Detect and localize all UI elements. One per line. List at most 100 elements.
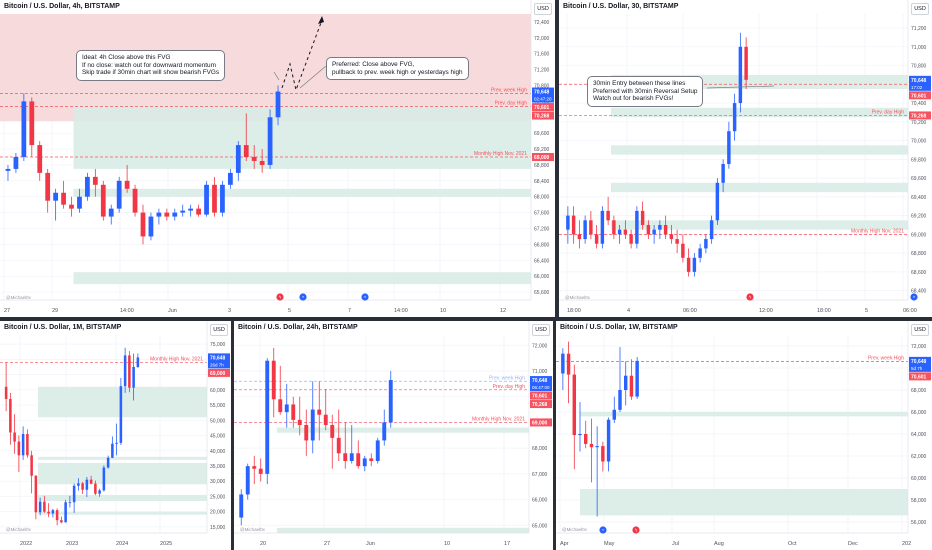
currency-button[interactable]: USD xyxy=(532,324,550,336)
price-tag xyxy=(909,91,931,100)
candle-body xyxy=(382,422,387,441)
price-tick-label: 72,000 xyxy=(532,343,548,349)
candle-body xyxy=(72,485,76,503)
price-tag-countdown: 26d 7h xyxy=(210,362,224,367)
time-tick-label: 20 xyxy=(260,541,266,547)
currency-button[interactable]: USD xyxy=(210,324,228,336)
time-tick-label: 14:00 xyxy=(394,308,408,314)
candle-body xyxy=(148,216,154,237)
candle-body xyxy=(45,172,51,201)
time-tick-label: Jun xyxy=(366,541,375,547)
event-marker-glyph: • xyxy=(913,295,915,300)
level-label: Monthly High Nov. 2021 xyxy=(472,416,525,422)
candle-body xyxy=(13,157,19,169)
candle-body xyxy=(243,145,249,157)
time-tick-label: 18:00 xyxy=(567,308,581,314)
chart-svg-1m[interactable]: Monthly High Nov. 2021 15,000 20,000 25,000… xyxy=(0,321,231,550)
candle-body xyxy=(362,458,367,467)
event-marker-icon[interactable] xyxy=(910,293,918,301)
price-axis[interactable] xyxy=(908,0,932,317)
price-tick-label: 69,600 xyxy=(534,131,550,137)
time-axis[interactable] xyxy=(0,533,231,550)
price-tick-label: 60,000 xyxy=(911,476,927,482)
chart-svg-30m[interactable]: Prev. day High Monthly High Nov. 2021 68,4… xyxy=(559,0,932,317)
candle-body xyxy=(600,210,605,244)
candle-body xyxy=(646,224,651,235)
fvg-zone xyxy=(580,489,908,516)
event-marker-icon[interactable] xyxy=(599,526,607,534)
price-tag xyxy=(909,356,931,372)
chart-svg-4h[interactable]: Prev. week High Prev. day High Monthly Hig… xyxy=(0,0,555,317)
candle-body xyxy=(132,188,138,213)
candle-body xyxy=(601,446,605,462)
chart-panel-24h[interactable]: Prev. week High Prev. day High Monthly Hig… xyxy=(234,321,553,550)
currency-button[interactable]: USD xyxy=(911,324,929,336)
price-tick-label: 71,600 xyxy=(534,52,550,58)
time-axis[interactable] xyxy=(556,533,932,550)
candle-body xyxy=(343,453,348,461)
price-axis[interactable] xyxy=(529,321,553,550)
chart-svg-1w[interactable]: Prev. week High 56,000 58,000 60,000 62,000 6… xyxy=(556,321,932,550)
time-tick-label: May xyxy=(604,541,615,547)
price-tick-label: 58,000 xyxy=(911,498,927,504)
chart-panel-1w[interactable]: Prev. week High 56,000 58,000 60,000 62,000 6… xyxy=(556,321,932,550)
candle-body xyxy=(26,434,29,456)
level-label: Monthly High Nov. 2021 xyxy=(474,151,527,157)
currency-button[interactable]: USD xyxy=(911,3,929,15)
candle-body xyxy=(124,180,130,189)
price-tick-label: 70,800 xyxy=(534,84,550,90)
candle-body xyxy=(369,458,374,461)
event-marker-glyph: ϟ xyxy=(279,295,282,300)
event-marker-icon[interactable] xyxy=(746,293,754,301)
price-tick-label: 68,800 xyxy=(911,251,927,257)
candle-body xyxy=(566,215,570,230)
fvg-zone xyxy=(611,107,908,118)
candle-body xyxy=(681,243,685,258)
event-marker-icon[interactable] xyxy=(299,293,307,301)
candle-body xyxy=(17,441,21,456)
price-tick-label: 68,000 xyxy=(532,446,548,452)
fvg-zone xyxy=(611,220,908,230)
candle-body xyxy=(245,466,250,495)
time-tick-label: 2025 xyxy=(160,541,172,547)
candle-body xyxy=(164,212,170,217)
price-tick-label: 15,000 xyxy=(210,525,226,531)
candle-body xyxy=(589,220,593,235)
chart-panel-4h[interactable]: Prev. week High Prev. day High Monthly Hig… xyxy=(0,0,555,317)
candle-body xyxy=(30,455,33,476)
time-axis[interactable] xyxy=(234,533,553,550)
candle-body xyxy=(85,479,89,490)
time-axis[interactable] xyxy=(0,300,555,317)
chart-panel-1m[interactable]: Monthly High Nov. 2021 15,000 20,000 25,000… xyxy=(0,321,231,550)
candle-body xyxy=(606,210,610,221)
event-marker-icon[interactable] xyxy=(361,293,369,301)
candle-body xyxy=(572,374,576,436)
time-axis[interactable] xyxy=(559,300,932,317)
event-marker-icon[interactable] xyxy=(632,526,640,534)
candle-body xyxy=(94,483,97,494)
price-tick-label: 66,000 xyxy=(534,274,550,280)
fvg-zone xyxy=(277,427,529,433)
candle-body xyxy=(111,443,114,458)
price-tag xyxy=(532,111,554,120)
watermark: @Michael0x xyxy=(240,527,265,532)
time-tick-label: Aug xyxy=(714,541,724,547)
event-marker-icon[interactable] xyxy=(276,293,284,301)
candle-body xyxy=(629,375,634,397)
candle-body xyxy=(140,212,146,237)
chart-panel-30m[interactable]: Prev. day High Monthly High Nov. 2021 68,4… xyxy=(559,0,932,317)
time-tick-label: Jul xyxy=(672,541,679,547)
candle-body xyxy=(21,101,27,157)
price-tick-label: 69,200 xyxy=(534,147,550,153)
chart-svg-24h[interactable]: Prev. week High Prev. day High Monthly Hig… xyxy=(234,321,553,550)
price-tag xyxy=(532,153,554,161)
candle-body xyxy=(669,234,674,240)
time-tick-label: 2022 xyxy=(20,541,32,547)
candle-body xyxy=(265,360,270,474)
candle-body xyxy=(64,502,67,523)
candle-body xyxy=(561,353,565,374)
candle-body xyxy=(732,103,737,132)
candle-body xyxy=(235,145,241,173)
chart-title: Bitcoin / U.S. Dollar, 1W, BITSTAMP xyxy=(560,324,678,331)
currency-button[interactable]: USD xyxy=(534,3,552,15)
